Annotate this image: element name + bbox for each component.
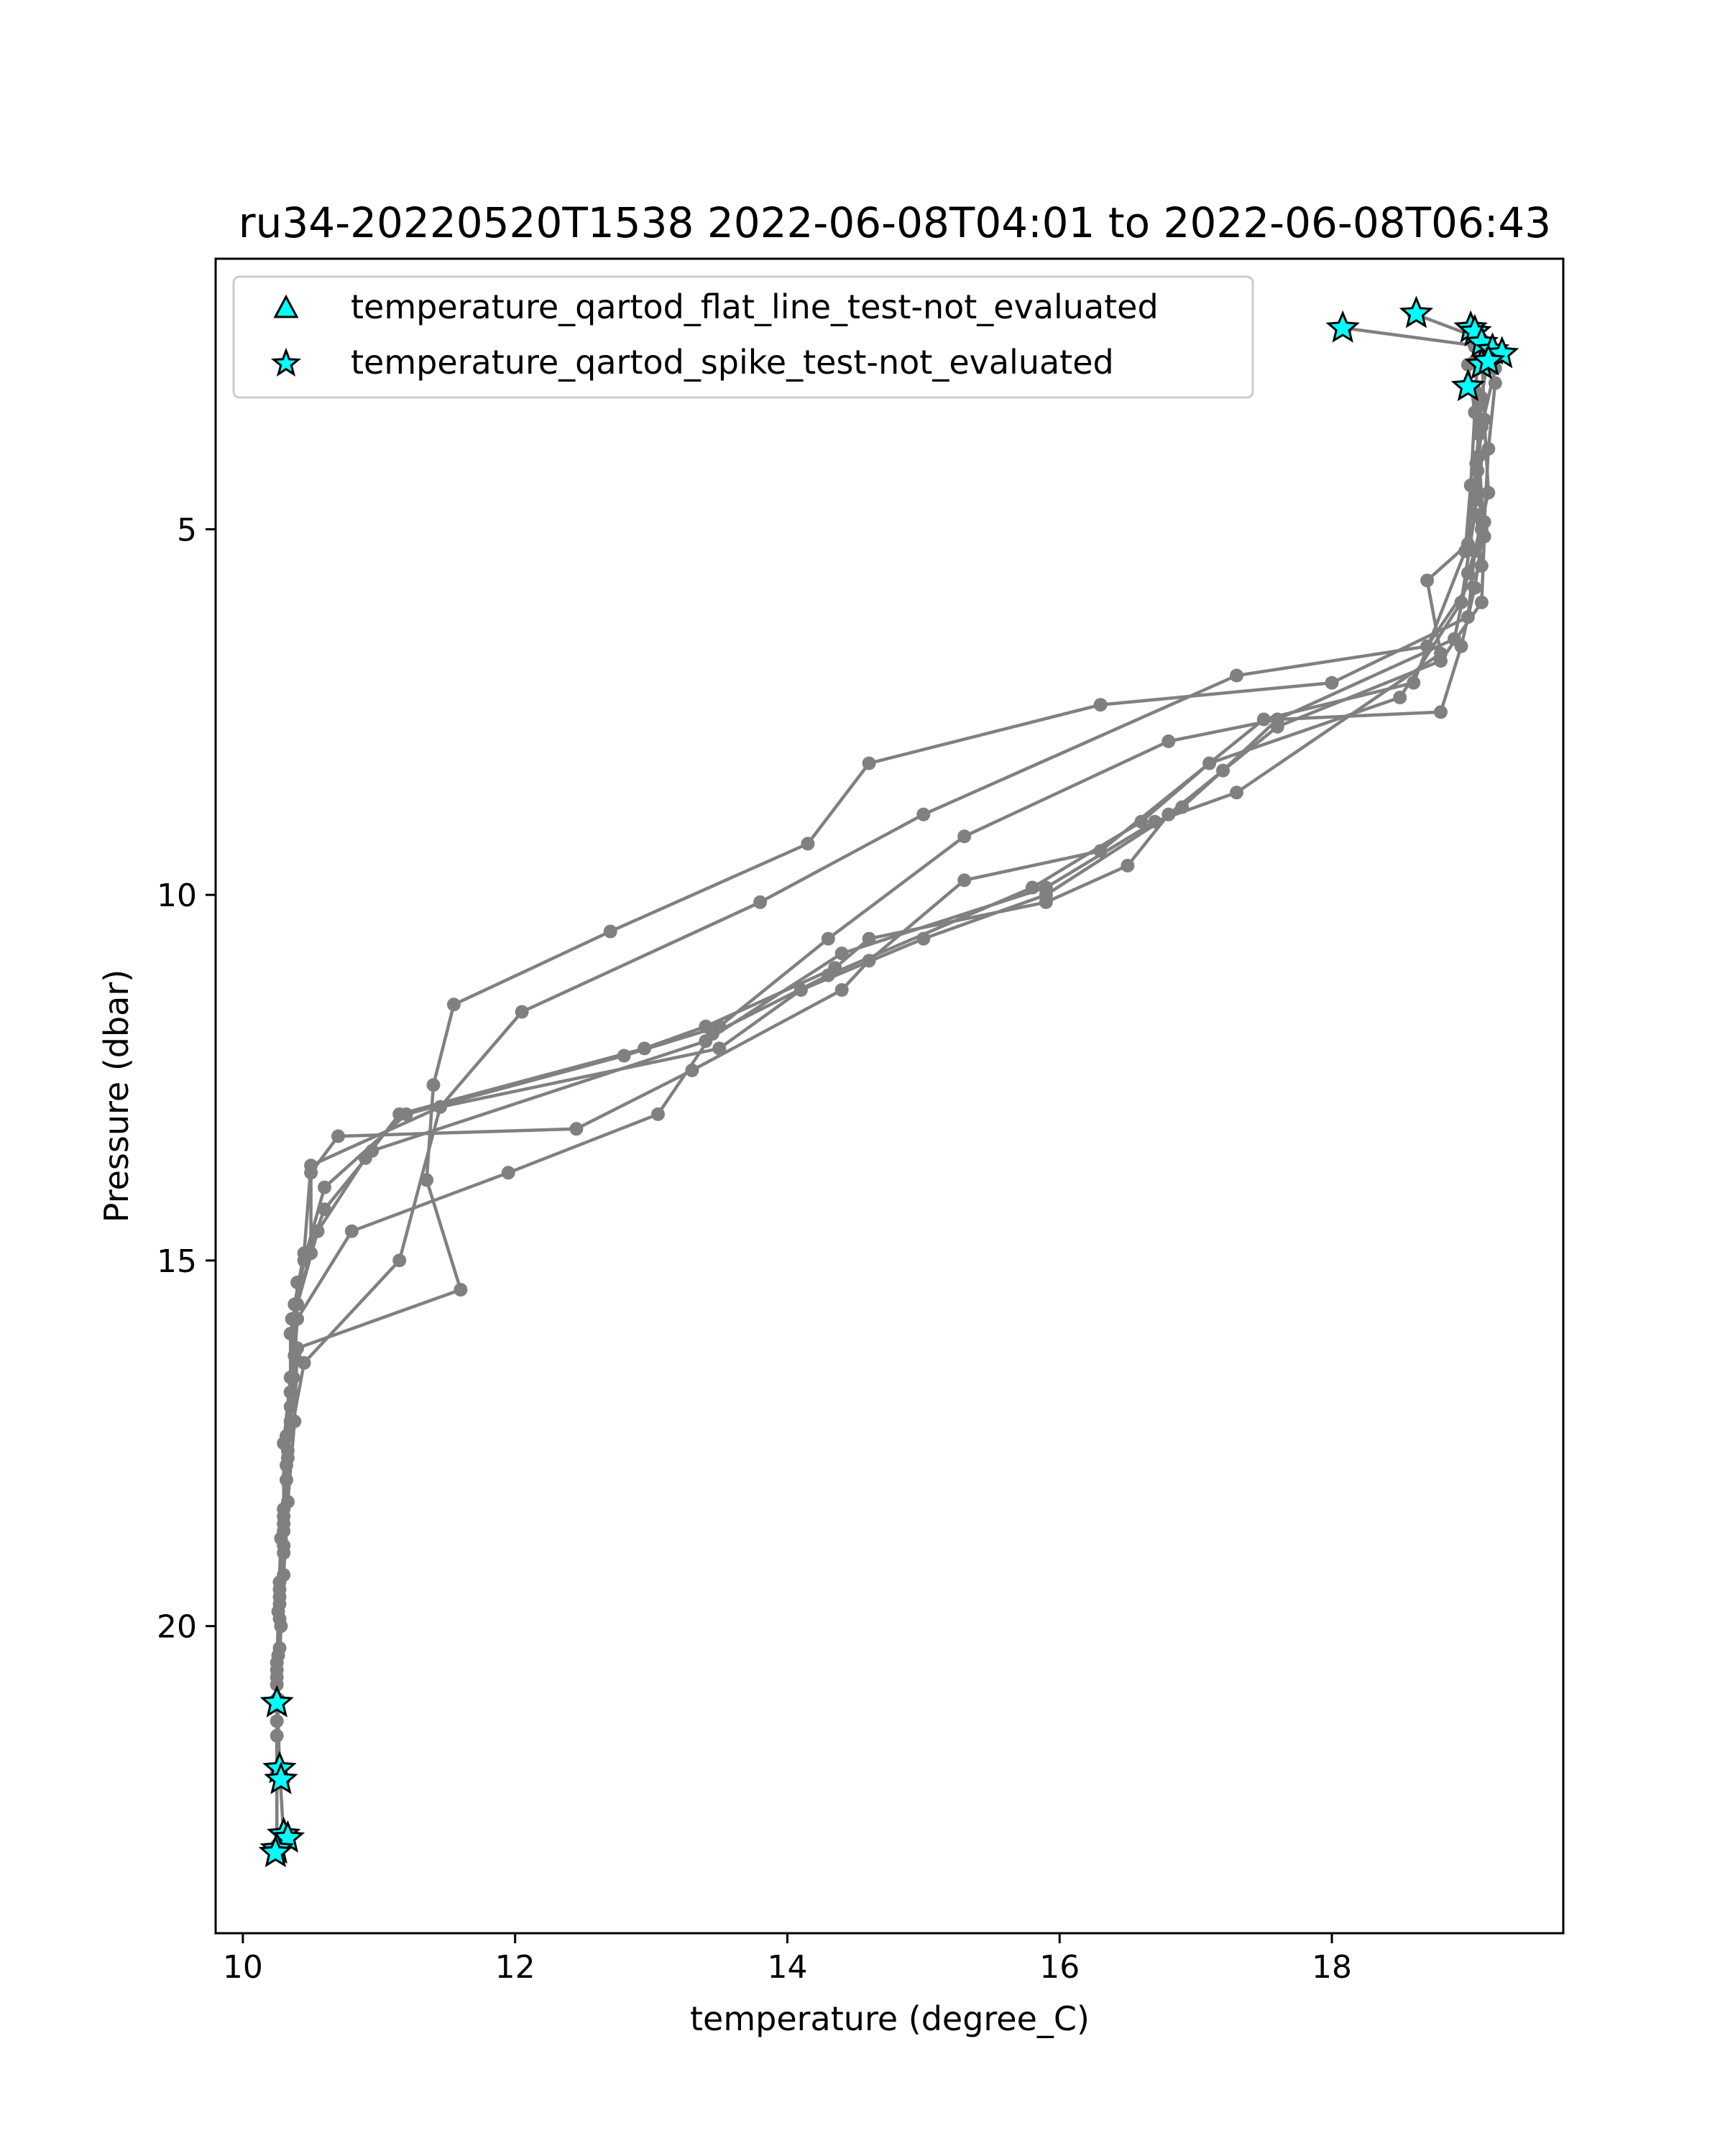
- data-point: [1454, 639, 1468, 653]
- data-point: [916, 807, 931, 821]
- legend-box: [232, 275, 1254, 399]
- spike-star-marker: [1399, 295, 1434, 328]
- y-tick-label: 10: [157, 877, 197, 914]
- data-point: [304, 1158, 318, 1173]
- spike-star-marker: [259, 1685, 294, 1718]
- data-point: [1472, 427, 1486, 441]
- spike-star-marker: [264, 1761, 298, 1795]
- data-point: [297, 1355, 311, 1370]
- spike-star-marker: [1471, 343, 1506, 376]
- data-point: [1162, 734, 1176, 748]
- plot-area: [258, 295, 1519, 1868]
- y-tick-label: 20: [157, 1609, 197, 1646]
- data-point: [1202, 756, 1217, 770]
- data-point: [753, 895, 768, 909]
- data-point: [651, 1107, 665, 1121]
- data-point: [1121, 859, 1135, 872]
- data-point: [834, 946, 849, 961]
- data-point: [1481, 442, 1496, 456]
- data-point: [331, 1129, 345, 1143]
- y-tick-label: 5: [177, 512, 197, 548]
- spike-star-marker: [1450, 369, 1486, 402]
- data-point: [638, 1041, 652, 1056]
- data-point: [834, 983, 849, 997]
- data-point: [1434, 646, 1448, 660]
- data-point: [288, 1297, 302, 1312]
- data-point: [1216, 763, 1230, 778]
- data-point: [454, 1283, 468, 1297]
- axes-frame: [214, 257, 1565, 1935]
- legend: temperature_qartod_flat_line_test-not_ev…: [232, 275, 1254, 399]
- data-point: [862, 756, 876, 770]
- data-point: [297, 1246, 311, 1261]
- data-point: [277, 1539, 291, 1553]
- chart-title: ru34-20220520T1538 2022-06-08T04:01 to 2…: [239, 198, 1551, 247]
- data-point: [392, 1107, 407, 1121]
- data-point: [1175, 800, 1190, 814]
- legend-label-spike: temperature_qartod_spike_test-not_evalua…: [351, 343, 1114, 382]
- data-point: [1488, 376, 1502, 390]
- data-point: [916, 931, 931, 946]
- data-point: [392, 1253, 407, 1268]
- data-point: [1454, 595, 1468, 609]
- data-point: [272, 1612, 287, 1626]
- x-tick-label: 18: [1312, 1949, 1352, 1986]
- data-point: [1420, 573, 1435, 588]
- data-point: [283, 1370, 298, 1385]
- data-point: [705, 1027, 719, 1041]
- data-point: [426, 1078, 441, 1092]
- data-point: [318, 1202, 331, 1217]
- data-point: [433, 1100, 447, 1114]
- data-point: [1230, 668, 1243, 683]
- data-point: [1325, 676, 1339, 690]
- data-point: [1468, 507, 1482, 522]
- y-axis-label: Pressure (dbar): [97, 969, 136, 1222]
- y-tick-label: 15: [157, 1243, 197, 1280]
- data-point: [1468, 581, 1482, 595]
- data-point: [1134, 814, 1149, 829]
- data-point: [446, 998, 461, 1012]
- data-point: [569, 1122, 584, 1136]
- x-tick-label: 10: [223, 1949, 263, 1986]
- legend-label-flat-line: temperature_qartod_flat_line_test-not_ev…: [351, 287, 1159, 326]
- data-point: [1230, 786, 1243, 800]
- data-point: [957, 873, 972, 888]
- legend-triangle-marker: [273, 294, 299, 318]
- data-point: [515, 1005, 529, 1019]
- data-point: [1393, 691, 1407, 704]
- data-point: [1093, 698, 1108, 712]
- data-point: [712, 1041, 727, 1056]
- axis-ticks: 10 12 14 16 18 5 10 15 20: [157, 512, 1352, 1986]
- x-tick-label: 16: [1039, 1949, 1080, 1986]
- data-point: [801, 837, 815, 851]
- data-point: [1270, 712, 1284, 727]
- data-point: [501, 1166, 515, 1180]
- spike-star-marker: [1325, 310, 1360, 343]
- x-tick-label: 12: [495, 1949, 535, 1986]
- data-point: [1434, 705, 1448, 719]
- data-point: [1477, 515, 1491, 529]
- data-point: [318, 1180, 331, 1194]
- spike-star-marker: [258, 1835, 293, 1868]
- data-point: [1463, 478, 1478, 492]
- data-point: [277, 1436, 291, 1450]
- data-point: [957, 829, 972, 844]
- legend-star-marker: [270, 347, 302, 377]
- data-point: [794, 983, 808, 997]
- data-point: [1481, 486, 1496, 500]
- x-axis-label: temperature (degree_C): [690, 1999, 1090, 2038]
- data-point: [1474, 595, 1489, 609]
- data-point: [1025, 880, 1039, 895]
- data-point: [344, 1224, 359, 1238]
- data-point: [821, 931, 835, 946]
- data-point: [1256, 712, 1271, 727]
- data-point: [603, 924, 617, 939]
- data-point: [365, 1143, 380, 1158]
- x-tick-label: 14: [767, 1949, 807, 1986]
- data-point: [1039, 888, 1053, 902]
